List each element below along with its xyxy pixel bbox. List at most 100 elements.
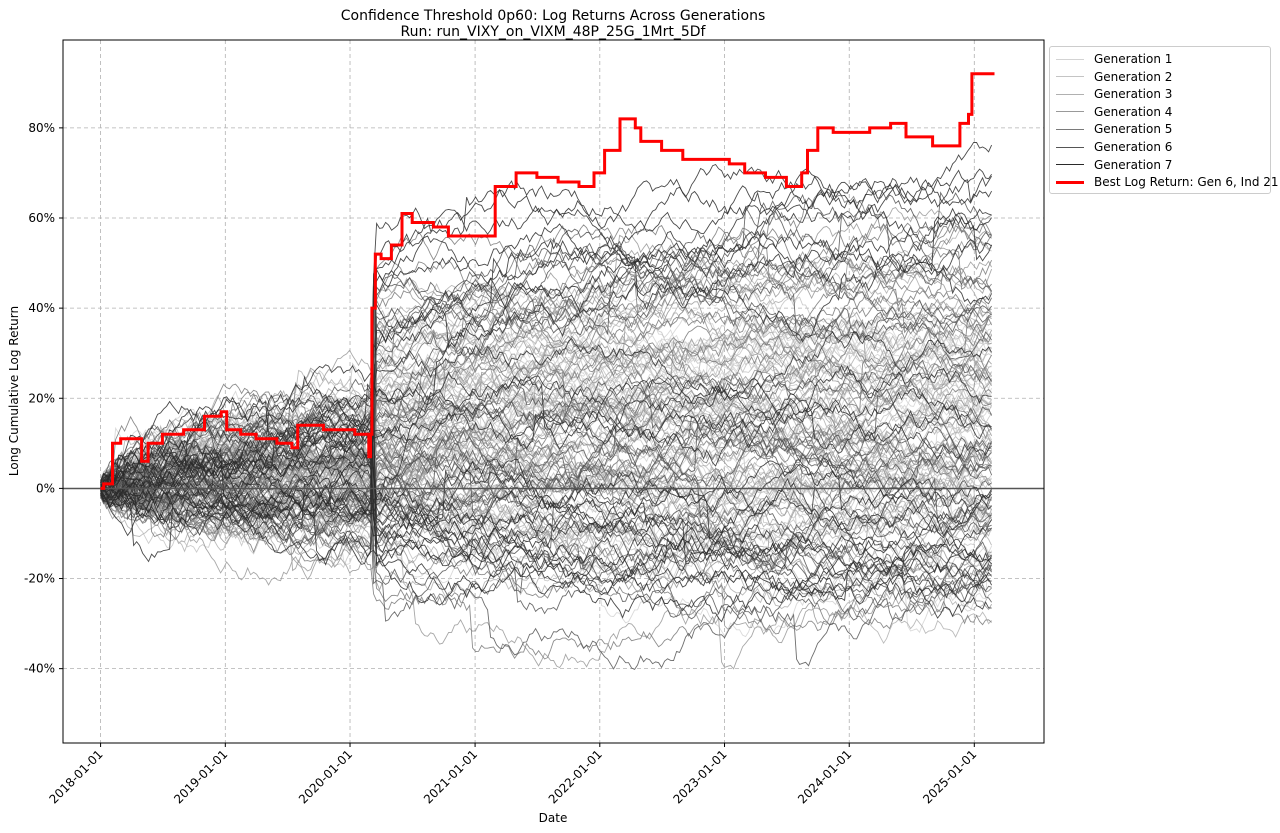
- generation-line: [100, 338, 992, 488]
- generation-line: [100, 441, 992, 638]
- generation-line: [100, 176, 992, 491]
- legend-label: Generation 1: [1094, 52, 1173, 66]
- generation-lines-layer: [100, 141, 993, 670]
- generation-line: [100, 405, 993, 504]
- generation-line: [100, 163, 992, 516]
- legend-label: Generation 3: [1094, 87, 1173, 102]
- generation-line: [100, 419, 992, 539]
- generation-line: [100, 456, 993, 591]
- generation-line: [100, 306, 992, 515]
- legend-label: Generation 7: [1094, 157, 1173, 172]
- generation-line: [100, 266, 992, 520]
- generation-line: [100, 222, 993, 491]
- legend-swatch: [1056, 128, 1084, 130]
- generation-line: [100, 371, 992, 503]
- y-tick-label: 0%: [36, 481, 55, 495]
- generation-line: [100, 286, 993, 526]
- generation-line: [100, 484, 992, 606]
- legend-swatch: [1056, 146, 1084, 148]
- generation-line: [100, 456, 992, 565]
- x-tick-label: 2019-01-01: [171, 747, 230, 806]
- y-tick-label: -40%: [24, 662, 55, 676]
- generation-line: [100, 168, 992, 519]
- generation-line: [100, 141, 993, 523]
- x-tick-label: 2023-01-01: [670, 747, 729, 806]
- legend-label: Generation 6: [1094, 140, 1173, 154]
- y-tick-label: 20%: [28, 391, 55, 405]
- x-axis-label: Date: [539, 811, 568, 825]
- legend: Generation 1 Generation 2 Generation 3 Gene…: [1049, 46, 1279, 194]
- legend-item: Generation 5: [1056, 120, 1172, 138]
- generation-line: [100, 397, 992, 493]
- generation-line: [100, 480, 992, 633]
- generation-line: [100, 416, 992, 604]
- legend-swatch: [1056, 76, 1084, 78]
- generation-line: [100, 420, 992, 537]
- chart-subtitle: Run: run_VIXY_on_VIXM_48P_25G_1Mrt_5Df: [401, 24, 707, 40]
- generation-line: [100, 391, 992, 486]
- generation-line: [100, 253, 993, 562]
- generation-line: [100, 476, 993, 541]
- chart-title: Confidence Threshold 0p60: Log Returns A…: [341, 8, 766, 24]
- legend-item: Best Log Return: Gen 6, Ind 21: [1056, 173, 1279, 191]
- legend-swatch: [1056, 93, 1084, 95]
- generation-line: [100, 454, 992, 570]
- y-tick-label: 60%: [28, 211, 55, 225]
- x-tick-label: 2024-01-01: [795, 747, 854, 806]
- y-axis-label: Long Cumulative Log Return: [7, 306, 21, 476]
- generation-line: [100, 459, 992, 622]
- generation-line: [100, 428, 992, 660]
- generation-line: [100, 425, 992, 670]
- generation-line: [100, 206, 992, 508]
- generation-line: [100, 381, 992, 509]
- legend-label: Generation 4: [1094, 104, 1173, 119]
- generation-line: [100, 462, 992, 577]
- x-tick-label: 2022-01-01: [546, 747, 605, 806]
- legend-label: Best Log Return: Gen 6, Ind 21: [1094, 175, 1279, 190]
- generation-line: [100, 376, 993, 545]
- generation-line: [100, 416, 992, 620]
- generation-line: [100, 331, 992, 537]
- x-tick-label: 2020-01-01: [296, 747, 355, 806]
- legend-label: Generation 5: [1094, 122, 1173, 137]
- generation-line: [100, 446, 993, 586]
- generation-line: [100, 359, 992, 482]
- legend-swatch: [1056, 111, 1084, 113]
- generation-line: [100, 208, 992, 486]
- legend-item: Generation 7: [1056, 156, 1172, 174]
- generation-line: [100, 418, 992, 529]
- legend-item: Generation 3: [1056, 85, 1172, 103]
- generation-line: [100, 364, 993, 489]
- legend-swatch: [1056, 164, 1084, 166]
- x-tick-label: 2018-01-01: [46, 747, 105, 806]
- generation-line: [100, 302, 992, 490]
- best-log-return-line: [100, 72, 995, 490]
- legend-item: Generation 6: [1056, 138, 1172, 156]
- generation-line: [100, 385, 992, 552]
- generation-line: [100, 175, 992, 530]
- legend-item: Generation 2: [1056, 68, 1172, 86]
- generation-line: [100, 481, 992, 603]
- legend-item: Generation 1: [1056, 50, 1172, 68]
- generation-line: [100, 364, 992, 489]
- generation-line: [100, 188, 992, 528]
- generation-line: [100, 431, 992, 512]
- generation-line: [100, 436, 992, 555]
- generation-line: [100, 387, 992, 556]
- generation-line: [100, 207, 993, 486]
- y-tick-label: -20%: [24, 572, 55, 586]
- legend-swatch: [1056, 58, 1084, 60]
- generation-line: [100, 311, 992, 572]
- best-line-layer: [100, 72, 995, 490]
- generation-line: [100, 478, 992, 635]
- generation-line: [100, 345, 992, 550]
- x-tick-label: 2025-01-01: [920, 747, 979, 806]
- generation-line: [100, 238, 992, 513]
- generation-line: [100, 417, 992, 521]
- generation-line: [100, 315, 992, 520]
- legend-swatch: [1056, 180, 1084, 184]
- y-tick-label: 80%: [28, 121, 55, 135]
- generation-line: [100, 412, 992, 557]
- x-tick-label: 2021-01-01: [421, 747, 480, 806]
- generation-line: [100, 234, 992, 536]
